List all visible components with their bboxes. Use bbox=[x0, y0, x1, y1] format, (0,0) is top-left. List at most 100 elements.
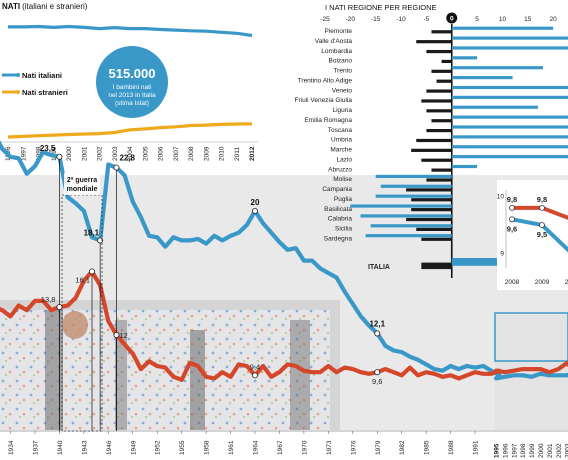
bar-stranieri-total bbox=[451, 258, 503, 264]
x-tick-label-dense: 1999 bbox=[529, 443, 536, 458]
main-value-label: 20 bbox=[251, 198, 260, 207]
main-series-mortalità bbox=[0, 269, 568, 382]
bar-stranieri bbox=[451, 105, 538, 109]
callout-line-2: nel 2013 in Italia bbox=[108, 92, 156, 99]
legend-label-stranieri: Nati stranieri bbox=[22, 88, 68, 97]
chart-nati-italiani-stranieri: NATI (italiani e stranieri) 1996 1997 1998 1… bbox=[0, 2, 258, 161]
series-line-stranieri bbox=[7, 122, 253, 139]
inset-value-label: 9,8 bbox=[537, 195, 547, 204]
x-tick-label: 1998 bbox=[36, 146, 43, 161]
x-tick-label: 10 bbox=[499, 16, 507, 23]
x-tick-label: 2001 bbox=[81, 146, 88, 161]
x-tick-label: 1985 bbox=[424, 440, 431, 455]
region-label: Lombardia bbox=[321, 48, 352, 55]
bar-stranieri bbox=[451, 155, 568, 159]
bar-italiani bbox=[436, 79, 452, 83]
x-tick-label: 15 bbox=[524, 16, 532, 23]
x-tick-label: 1997 bbox=[20, 146, 27, 161]
bar-stranieri bbox=[451, 262, 503, 266]
x-tick-label-dense: 2002 bbox=[556, 443, 563, 458]
region-label: Marche bbox=[330, 147, 352, 154]
bar-stranieri bbox=[451, 66, 544, 70]
x-tick-label: 2000 bbox=[66, 146, 73, 161]
main-point bbox=[251, 207, 258, 214]
x-tick-label: 1979 bbox=[375, 440, 382, 455]
legend: Nati italiani Nati stranieri bbox=[2, 71, 68, 97]
region-label: Trento bbox=[333, 68, 352, 75]
x-tick-label: -15 bbox=[371, 16, 381, 23]
x-tick-label-dense: 1995 bbox=[494, 443, 501, 458]
region-label: ITALIA bbox=[368, 264, 390, 271]
bar-italiani bbox=[421, 262, 452, 270]
x-tick-label: 2008 bbox=[188, 146, 195, 161]
bar-stranieri bbox=[451, 135, 568, 139]
chart-inset-2008-2010: 10 9 2008 2009 2010 9,8 9,8 9,6 9,5 bbox=[497, 180, 568, 290]
main-point bbox=[251, 372, 258, 379]
main-point bbox=[374, 330, 381, 337]
x-tick-label: 1955 bbox=[179, 440, 186, 455]
chart-title-nati: NATI (italiani e stranieri) bbox=[2, 2, 88, 11]
bar-italiani bbox=[406, 188, 452, 192]
x-tick-label: 1964 bbox=[253, 440, 260, 455]
bar-italiani bbox=[416, 40, 452, 44]
bar-stranieri bbox=[360, 214, 452, 218]
x-tick-label: 2007 bbox=[173, 146, 180, 161]
main-point bbox=[113, 331, 120, 338]
bar-stranieri bbox=[451, 36, 568, 40]
chart-title-main: NATI bbox=[2, 2, 20, 11]
main-value-label: 22,8 bbox=[119, 154, 135, 163]
x-tick-label: 2010 bbox=[219, 146, 226, 161]
x-tick-label: 2006 bbox=[158, 146, 165, 161]
x-tick-label: 1991 bbox=[473, 440, 480, 455]
x-tick-label: 1961 bbox=[228, 440, 235, 455]
x-tick-label: 2011 bbox=[234, 147, 241, 161]
bar-stranieri bbox=[451, 164, 478, 169]
region-label: Piemonte bbox=[325, 28, 353, 35]
x-tick-label: 2012 bbox=[249, 146, 256, 161]
main-point bbox=[56, 304, 63, 311]
bar-italiani bbox=[416, 227, 452, 231]
main-value-label: 13,8 bbox=[41, 295, 56, 304]
bar-stranieri bbox=[375, 174, 452, 178]
callout-line-1: I bambini nati bbox=[113, 84, 152, 91]
main-value-label: 12 bbox=[119, 331, 127, 340]
x-tick-label: -5 bbox=[424, 16, 430, 23]
x-tick-label: 2009 bbox=[535, 279, 550, 286]
region-label: Bolzano bbox=[329, 58, 353, 65]
bar-italiani bbox=[406, 217, 452, 222]
bar-stranieri bbox=[451, 76, 513, 80]
x-tick-label: -25 bbox=[320, 16, 330, 23]
x-tick-label: 2010 bbox=[565, 279, 568, 286]
bar-stranieri bbox=[451, 46, 568, 50]
main-point bbox=[56, 153, 63, 160]
callout-line-3: (stima Istat) bbox=[115, 100, 149, 107]
x-tick-label: 1949 bbox=[130, 440, 137, 455]
inset-point bbox=[539, 204, 545, 211]
bar-stranieri bbox=[451, 26, 554, 30]
x-tick-label: 1946 bbox=[106, 440, 113, 455]
bar-italiani bbox=[421, 158, 452, 162]
bar-stranieri bbox=[451, 85, 568, 90]
x-tick-label: 2008 bbox=[505, 279, 520, 286]
bar-stranieri bbox=[451, 56, 478, 60]
bar-italiani bbox=[426, 129, 452, 133]
inset-value-label: 9,8 bbox=[507, 195, 517, 204]
chart-nati-per-regione: I NATI REGIONE PER REGIONE -25 -20 -15 -10 -… bbox=[295, 3, 568, 278]
bar-italiani bbox=[411, 198, 452, 202]
x-tick-label: -20 bbox=[346, 16, 356, 23]
bar-stranieri bbox=[451, 125, 568, 129]
x-tick-label: 2009 bbox=[203, 146, 210, 161]
war-label-line-1: 2ª guerra bbox=[67, 177, 97, 184]
x-tick-label: 1952 bbox=[155, 440, 162, 455]
x-tick-label: 1940 bbox=[57, 440, 64, 455]
main-value-label: 9,4 bbox=[250, 362, 260, 371]
x-tick-label: 1970 bbox=[301, 440, 308, 455]
region-label: Trentino Alto Adige bbox=[298, 77, 353, 84]
region-label: Lazio bbox=[336, 156, 352, 163]
region-label: Campania bbox=[322, 186, 352, 193]
bar-italiani bbox=[431, 69, 452, 73]
x-tick-label: 1958 bbox=[204, 440, 211, 455]
bar-italiani bbox=[411, 208, 452, 212]
x-tick-label: 1999 bbox=[51, 146, 58, 161]
